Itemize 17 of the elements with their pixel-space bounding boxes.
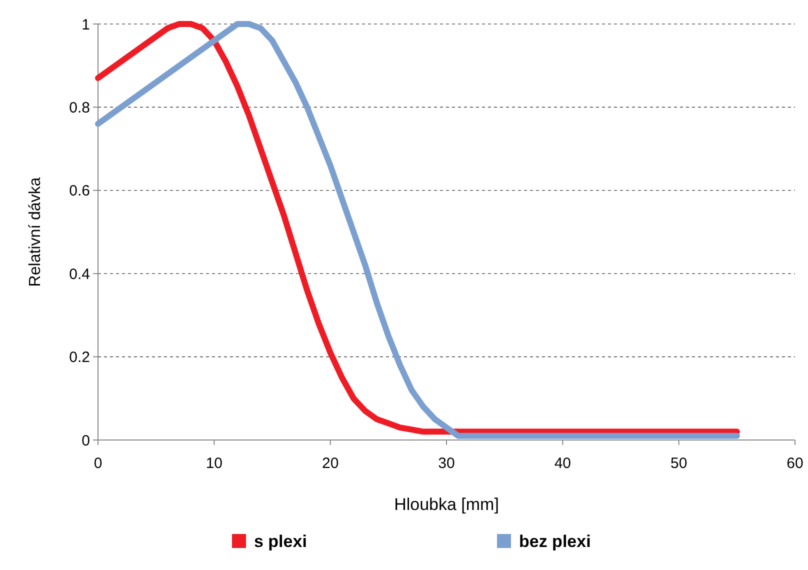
- y-tick-label: 0.2: [69, 349, 90, 366]
- y-tick-label: 1: [82, 16, 90, 34]
- y-tick-label: 0.6: [69, 182, 90, 200]
- x-tick-label: 60: [786, 455, 804, 472]
- x-tick-label: 10: [206, 455, 223, 472]
- y-tick-label: 0.8: [69, 99, 90, 116]
- x-tick-label: 50: [670, 455, 688, 472]
- x-tick-label: 0: [94, 455, 102, 472]
- legend-label: bez plexi: [519, 532, 591, 551]
- y-tick-label: 0.4: [69, 266, 90, 283]
- x-axis-title: Hloubka [mm]: [394, 495, 499, 514]
- legend-label: s plexi: [254, 532, 307, 551]
- x-tick-label: 20: [322, 455, 339, 472]
- x-tick-label: 30: [438, 455, 455, 472]
- y-axis-title: Relativní dávka: [27, 177, 44, 287]
- y-tick-label: 0: [82, 432, 90, 450]
- x-tick-label: 40: [554, 455, 572, 472]
